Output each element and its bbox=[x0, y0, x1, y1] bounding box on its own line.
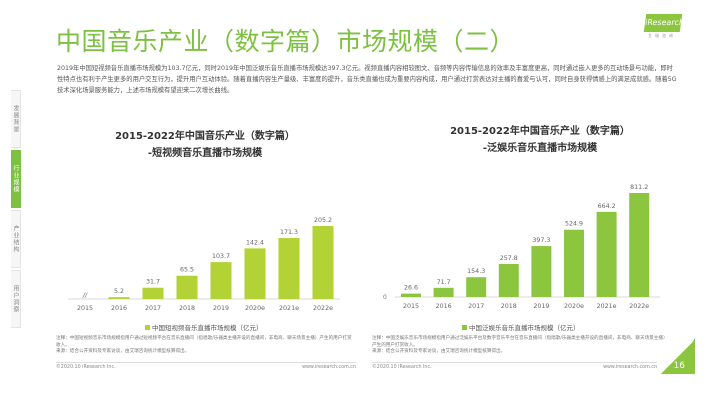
x-tick-label: 2021e bbox=[279, 305, 299, 312]
note-text: 注释：中国泛娱乐音乐市场规模指用户通过泛娱乐平台及数字音乐平台在音乐直播间（指唱… bbox=[372, 336, 666, 348]
logo-subtitle: 艾瑞咨询 bbox=[648, 33, 676, 38]
data-label: 71.7 bbox=[437, 279, 451, 286]
x-tick-label: 2020e bbox=[564, 303, 584, 310]
website-link[interactable]: www.iresearch.com.cn bbox=[603, 365, 657, 370]
bar-2021e bbox=[278, 238, 300, 299]
axis-break-label: // bbox=[82, 292, 88, 299]
data-label: 65.5 bbox=[180, 267, 194, 274]
x-tick-label: 2016 bbox=[436, 303, 452, 310]
bar-2017 bbox=[142, 287, 164, 299]
chart-1-notes: 注释：中国短视频音乐市场规模指用户通过短视频平台在音乐直播间（指唱歌/乐器类主播… bbox=[56, 336, 356, 356]
chart-2-subtitle: -泛娱乐音乐直播市场规模 bbox=[482, 143, 598, 154]
x-tick-label: 2020e bbox=[245, 305, 265, 312]
summary-text: 2019年中国短视频音乐直播市场规模为103.7亿元，同时2019年中国泛娱乐音… bbox=[57, 65, 677, 94]
data-label: 397.3 bbox=[532, 237, 550, 244]
bar-2016 bbox=[433, 287, 454, 297]
legend-swatch bbox=[462, 325, 467, 330]
x-tick-label: 2015 bbox=[403, 303, 419, 310]
sidebar-item-users[interactable]: 用户洞察 bbox=[11, 270, 21, 328]
bar-2020e bbox=[564, 229, 584, 297]
legend-label: 中国短视频音乐直播市场规模（亿元） bbox=[152, 324, 263, 332]
data-label: 664.2 bbox=[598, 203, 616, 210]
data-label: 142.4 bbox=[246, 239, 264, 246]
data-label: 26.6 bbox=[404, 285, 418, 292]
copyright: ©2020.10 iResearch Inc. bbox=[372, 365, 432, 370]
bar-2018 bbox=[176, 275, 198, 299]
bar-2020e bbox=[244, 248, 266, 299]
x-tick-label: 2015 bbox=[77, 305, 93, 312]
x-tick-label: 2017 bbox=[145, 305, 161, 312]
legend-swatch bbox=[145, 325, 150, 330]
x-tick-label: 2018 bbox=[501, 303, 517, 310]
x-tick-label: 2021e bbox=[597, 303, 617, 310]
data-label: 31.7 bbox=[146, 279, 160, 286]
data-label: 103.7 bbox=[212, 253, 230, 260]
bar-2021e bbox=[596, 211, 617, 297]
x-tick-label: 2022e bbox=[313, 305, 333, 312]
bar-2017 bbox=[466, 277, 487, 297]
sidebar-item-scale[interactable]: 行业规模 bbox=[11, 150, 21, 208]
bar-2022e bbox=[312, 226, 334, 299]
sidebar-item-background[interactable]: 发展背景 bbox=[11, 90, 21, 148]
footer-right: ©2020.10 iResearch Inc. www.iresearch.co… bbox=[372, 362, 657, 370]
data-label: 811.2 bbox=[630, 184, 648, 191]
bar-2019 bbox=[531, 246, 552, 297]
x-tick-label: 2019 bbox=[533, 303, 549, 310]
data-label: 524.9 bbox=[565, 221, 583, 228]
bar-2018 bbox=[498, 263, 519, 297]
source-text: 来源：结合公开资料及专家访谈，由艾瑞咨询统计模型核算得出。 bbox=[372, 349, 506, 354]
note-text: 注释：中国短视频音乐市场规模指用户通过短视频平台在音乐直播间（指唱歌/乐器类主播… bbox=[56, 336, 352, 348]
chart-2-title: 2015-2022年中国音乐产业（数字篇） -泛娱乐音乐直播市场规模 bbox=[395, 123, 685, 157]
x-tick-label: 2017 bbox=[468, 303, 484, 310]
data-label: 205.2 bbox=[314, 217, 332, 224]
chart-2-notes: 注释：中国泛娱乐音乐市场规模指用户通过泛娱乐平台及数字音乐平台在音乐直播间（指唱… bbox=[372, 336, 667, 356]
footer-left: ©2020.10 iResearch Inc. www.iresearch.co… bbox=[56, 362, 356, 370]
y-zero-label: 0 bbox=[383, 294, 387, 301]
data-label: 5.2 bbox=[114, 288, 124, 295]
page-title: 中国音乐产业（数字篇）市场规模（二） bbox=[56, 27, 516, 56]
section-sidebar: 发展背景 行业规模 产业结构 用户洞察 bbox=[11, 90, 33, 330]
chart-1-title: 2015-2022年中国音乐产业（数字篇） -短视频音乐直播市场规模 bbox=[60, 128, 350, 162]
sidebar-item-structure[interactable]: 产业结构 bbox=[11, 210, 21, 268]
x-tick-label: 2019 bbox=[213, 305, 229, 312]
x-tick-label: 2016 bbox=[111, 305, 127, 312]
bar-2016 bbox=[108, 297, 130, 299]
page-number: 16 bbox=[673, 361, 685, 371]
data-label: 171.3 bbox=[280, 229, 298, 236]
x-tick-label: 2018 bbox=[179, 305, 195, 312]
page-number-badge: 16 bbox=[660, 340, 695, 374]
chart-2-legend: 中国泛娱乐音乐直播市场规模（亿元） bbox=[462, 322, 580, 332]
bar-2022e bbox=[629, 193, 650, 297]
website-link[interactable]: www.iresearch.com.cn bbox=[302, 365, 356, 370]
data-label: 154.3 bbox=[467, 268, 485, 275]
chart-1-legend: 中国短视频音乐直播市场规模（亿元） bbox=[145, 322, 263, 332]
x-tick-label: 2022e bbox=[629, 303, 649, 310]
source-text: 来源：结合公开资料及专家访谈，由艾瑞咨询统计模型核算得出。 bbox=[56, 349, 190, 354]
chart-2-title-line1: 2015-2022年中国音乐产业（数字篇） bbox=[450, 126, 630, 137]
chart-1-subtitle: -短视频音乐直播市场规模 bbox=[147, 148, 263, 159]
bar-2019 bbox=[210, 262, 232, 299]
data-label: 257.8 bbox=[500, 255, 518, 262]
legend-label: 中国泛娱乐音乐直播市场规模（亿元） bbox=[469, 324, 580, 332]
chart-1-title-line1: 2015-2022年中国音乐产业（数字篇） bbox=[115, 131, 295, 142]
bar-2015 bbox=[401, 293, 421, 297]
copyright: ©2020.10 iResearch Inc. bbox=[56, 365, 116, 370]
